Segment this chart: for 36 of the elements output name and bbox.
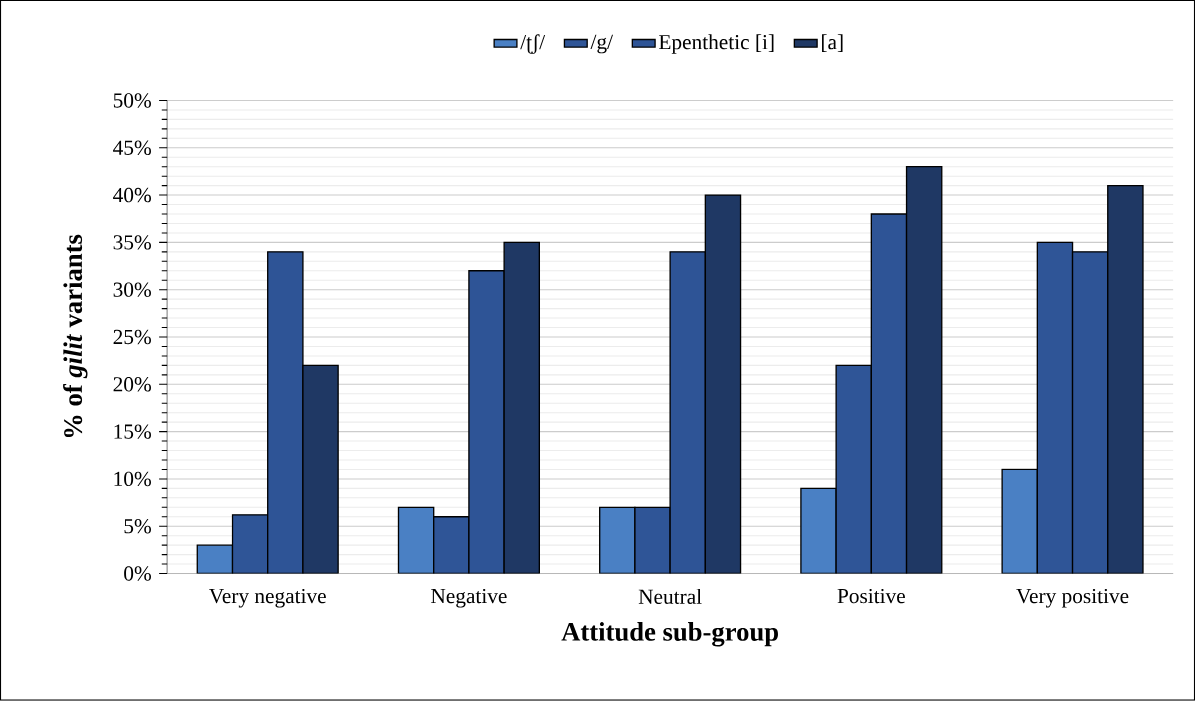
y-tick-label: 15%: [114, 424, 151, 439]
bar: [905, 166, 943, 574]
legend-label: /g/: [590, 34, 614, 54]
bar: [800, 487, 837, 574]
y-tick-label: 5%: [124, 519, 151, 534]
bar: [634, 506, 671, 574]
y-tick-label: 35%: [113, 235, 151, 250]
x-tick-label: Positive: [837, 589, 905, 604]
y-tick-label: 25%: [113, 329, 151, 345]
legend-label: Epenthetic [i]: [659, 34, 774, 54]
y-tick-label: 10%: [114, 471, 151, 487]
legend-label: /ʈʃ/: [520, 34, 546, 54]
x-tick-label: Very positive: [1016, 589, 1129, 608]
bar: [397, 506, 435, 574]
y-tick-label: 40%: [113, 188, 151, 203]
bar: [196, 544, 234, 574]
legend-label: [a]: [822, 34, 843, 53]
y-tick-label: 30%: [113, 282, 151, 298]
bar: [433, 516, 470, 574]
y-axis-title: % of gilit variants: [63, 234, 88, 438]
bar: [599, 506, 636, 574]
y-tick-label: 45%: [113, 140, 151, 156]
x-tick-label: Negative: [431, 589, 507, 608]
y-tick-label: 50%: [113, 93, 151, 108]
bar: [468, 270, 505, 574]
bar: [669, 251, 707, 574]
x-tick-label: Very negative: [209, 589, 326, 608]
x-tick-label: Neutral: [638, 589, 702, 605]
bar: [302, 364, 339, 574]
y-tick-label: 0%: [124, 566, 151, 581]
y-tick-label: 20%: [113, 377, 151, 392]
bar: [503, 241, 541, 574]
bar: [704, 194, 742, 574]
bar: [1107, 185, 1144, 574]
x-axis-title: Attitude sub-group: [561, 622, 778, 647]
bar: [1001, 468, 1039, 574]
